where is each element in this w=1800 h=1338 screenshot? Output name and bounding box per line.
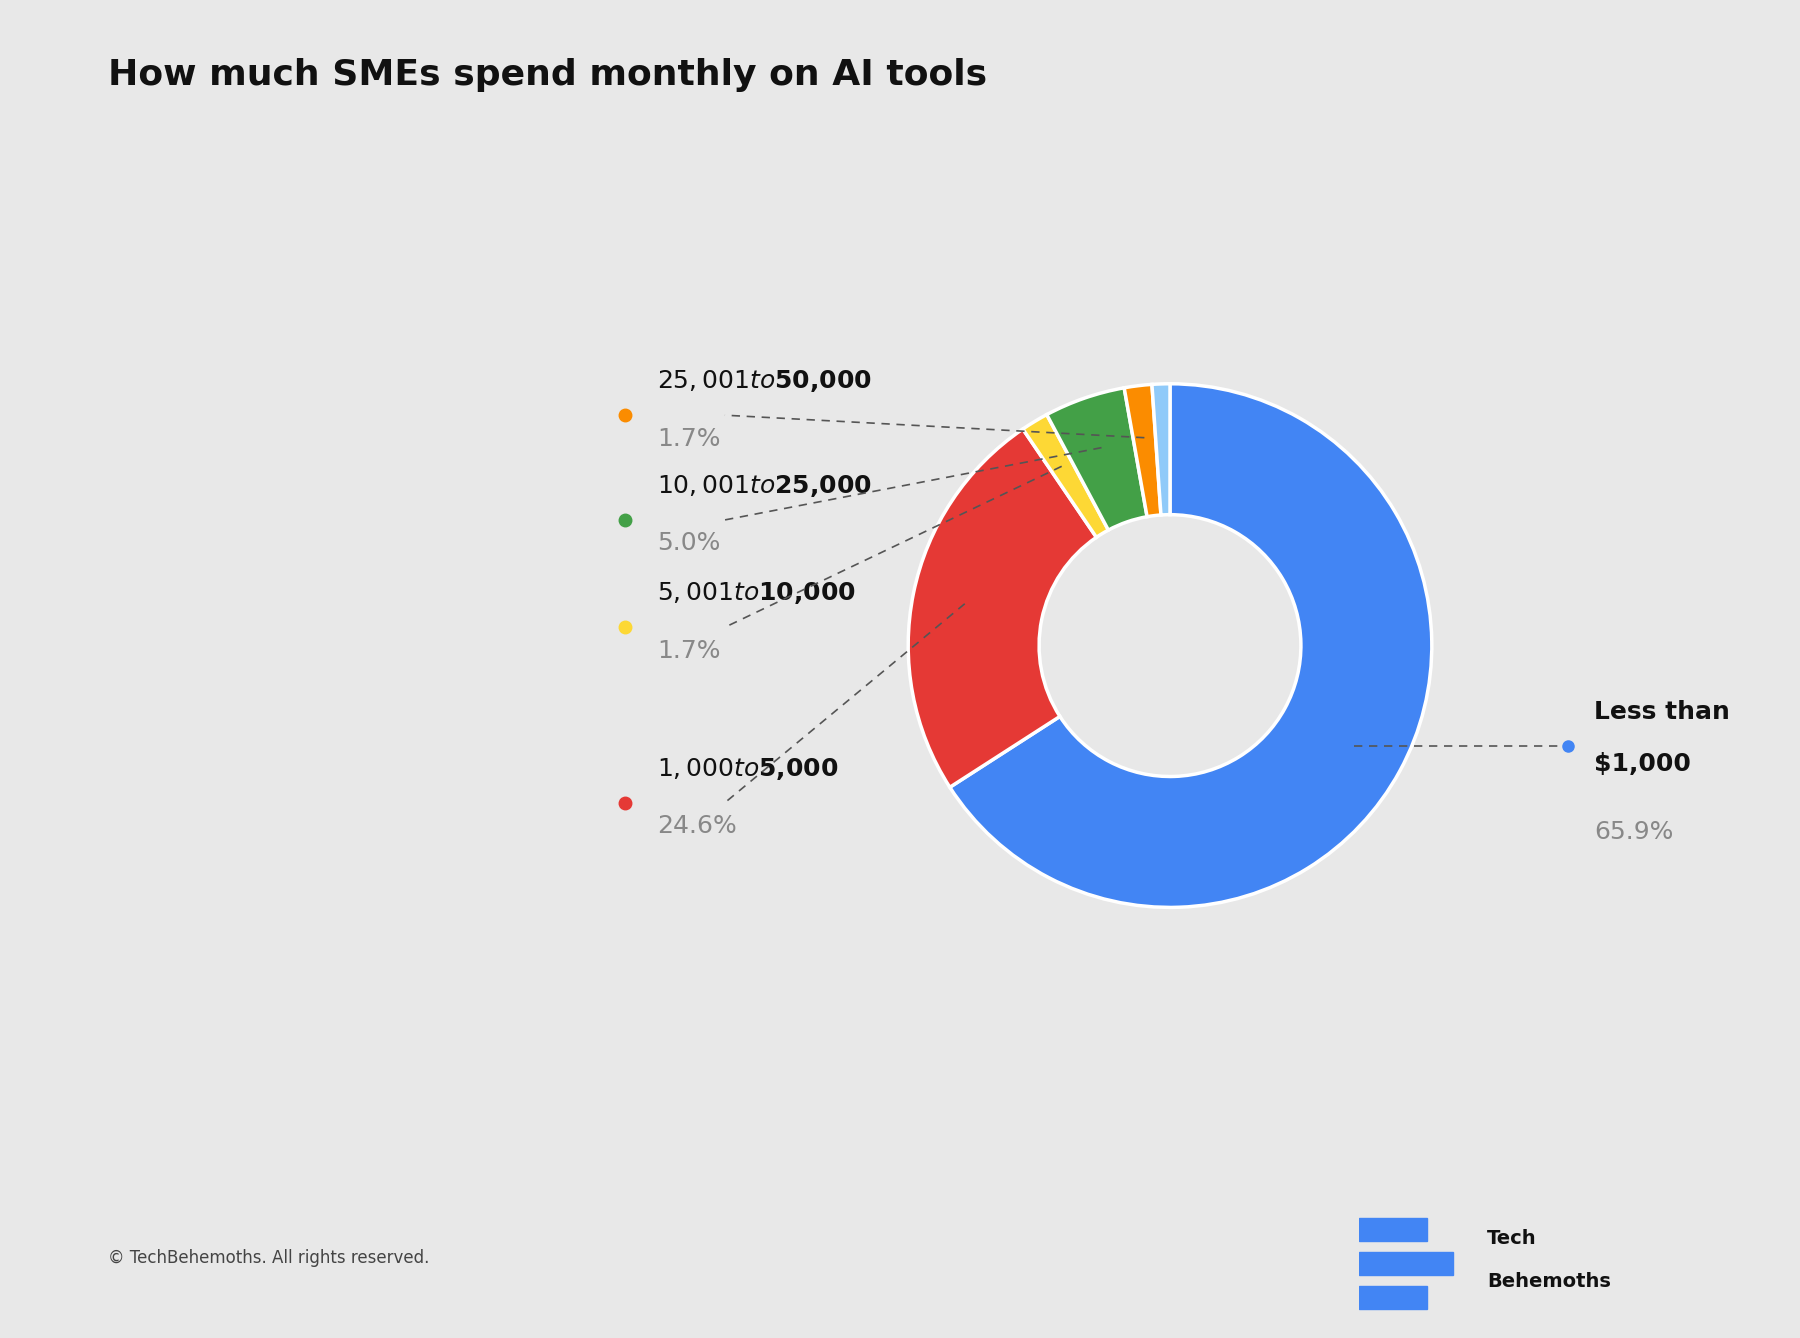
Text: $10,001 to $25,000: $10,001 to $25,000 [657, 472, 871, 499]
Wedge shape [909, 429, 1096, 787]
Text: © TechBehemoths. All rights reserved.: © TechBehemoths. All rights reserved. [108, 1248, 430, 1267]
Text: $1,000: $1,000 [1595, 752, 1690, 776]
Text: 5.0%: 5.0% [657, 531, 720, 555]
Text: How much SMEs spend monthly on AI tools: How much SMEs spend monthly on AI tools [108, 58, 986, 91]
Bar [1359, 1286, 1427, 1309]
Text: Behemoths: Behemoths [1487, 1272, 1611, 1291]
Wedge shape [1152, 384, 1170, 515]
Bar [1359, 1252, 1453, 1275]
Wedge shape [1048, 388, 1147, 530]
Text: $1,000 to $5,000: $1,000 to $5,000 [657, 756, 839, 781]
Text: Less than: Less than [1595, 700, 1730, 724]
Wedge shape [950, 384, 1431, 907]
Text: 1.7%: 1.7% [657, 638, 720, 662]
Bar [1359, 1218, 1427, 1240]
Text: 1.7%: 1.7% [657, 427, 720, 451]
Wedge shape [1022, 415, 1109, 538]
Wedge shape [1125, 384, 1161, 516]
Text: Tech: Tech [1487, 1230, 1537, 1248]
Text: 65.9%: 65.9% [1595, 820, 1674, 844]
Text: $25,001 to $50,000: $25,001 to $50,000 [657, 368, 871, 395]
Text: 24.6%: 24.6% [657, 815, 736, 838]
Text: $5,001 to $10,000: $5,001 to $10,000 [657, 581, 855, 606]
